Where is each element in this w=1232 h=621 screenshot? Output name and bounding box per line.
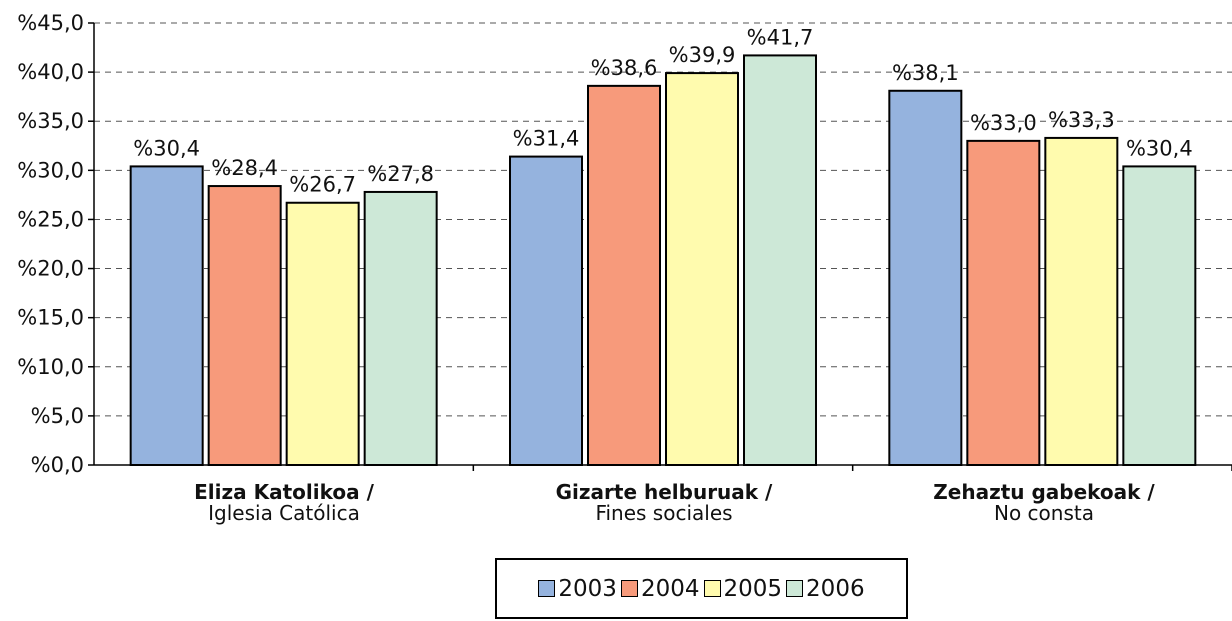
y-tick-label: %40,0 bbox=[17, 60, 84, 84]
category-label-fines: Gizarte helburuak / Fines sociales bbox=[474, 482, 854, 524]
data-label: %28,4 bbox=[211, 156, 278, 180]
y-tick-label: %20,0 bbox=[17, 257, 84, 281]
legend-item-2004: 2004 bbox=[620, 575, 700, 602]
bar bbox=[129, 165, 204, 466]
legend-swatch bbox=[538, 580, 556, 597]
bar bbox=[509, 155, 583, 467]
bar bbox=[587, 84, 661, 467]
y-tick-label: %0,0 bbox=[31, 453, 84, 477]
bar-chart: %0,0 %5,0 %10,0 %15,0 %20,0 %25,0 %30,0 %35,0 %4… bbox=[17, 11, 1232, 477]
category-label-iglesia: Eliza Katolikoa / Iglesia Católica bbox=[94, 482, 474, 524]
y-tick-label: %15,0 bbox=[17, 306, 84, 330]
category-label-line2: No consta bbox=[994, 501, 1094, 525]
data-label: %41,7 bbox=[747, 25, 814, 49]
bar bbox=[1122, 165, 1197, 466]
data-label: %31,4 bbox=[513, 127, 580, 151]
legend-swatch bbox=[703, 580, 721, 597]
bar bbox=[1044, 136, 1119, 466]
bar bbox=[207, 185, 282, 466]
legend-item-2005: 2005 bbox=[703, 575, 783, 602]
y-tick-label: %30,0 bbox=[17, 158, 84, 182]
category-label-line2: Fines sociales bbox=[595, 501, 733, 525]
data-label: %30,4 bbox=[1126, 136, 1193, 160]
bar bbox=[888, 89, 963, 466]
y-tick-label: %35,0 bbox=[17, 109, 84, 133]
bar bbox=[285, 201, 360, 466]
category-label-line1: Zehaztu gabekoak / bbox=[933, 480, 1155, 504]
bar bbox=[743, 54, 817, 467]
y-tick-label: %10,0 bbox=[17, 355, 84, 379]
y-tick-label: %5,0 bbox=[31, 404, 84, 428]
bar bbox=[363, 190, 438, 466]
data-label: %38,6 bbox=[591, 56, 658, 80]
legend-label: 2004 bbox=[640, 575, 700, 602]
legend-label: 2005 bbox=[723, 575, 783, 602]
data-label: %33,0 bbox=[970, 111, 1037, 135]
bar bbox=[966, 139, 1041, 466]
data-label: %38,1 bbox=[892, 61, 959, 85]
data-label: %26,7 bbox=[289, 173, 356, 197]
category-label-line1: Gizarte helburuak / bbox=[555, 480, 773, 504]
data-label: %39,9 bbox=[669, 43, 736, 67]
category-label-line2: Iglesia Católica bbox=[208, 501, 360, 525]
legend-label: 2003 bbox=[558, 575, 617, 602]
chart-legend: 2003 2004 2005 2006 bbox=[495, 558, 908, 619]
data-label: %30,4 bbox=[133, 136, 200, 160]
bar bbox=[665, 72, 739, 467]
category-label-line1: Eliza Katolikoa / bbox=[194, 480, 374, 504]
legend-label: 2006 bbox=[806, 575, 865, 602]
data-label: %33,3 bbox=[1048, 108, 1115, 132]
legend-item-2003: 2003 bbox=[538, 576, 617, 602]
y-tick-label: %45,0 bbox=[17, 11, 84, 35]
legend-swatch bbox=[620, 580, 638, 597]
legend-item-2006: 2006 bbox=[786, 576, 865, 602]
y-tick-label: %25,0 bbox=[17, 207, 84, 231]
legend-swatch bbox=[786, 580, 804, 597]
data-label: %27,8 bbox=[367, 162, 434, 186]
category-label-no-consta: Zehaztu gabekoak / No consta bbox=[854, 482, 1232, 524]
